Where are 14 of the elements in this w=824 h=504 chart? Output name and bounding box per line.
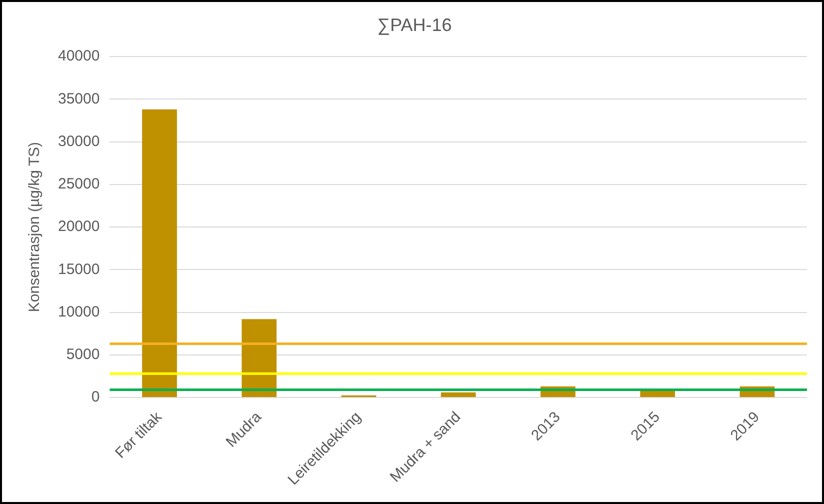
y-tick-label: 35000: [58, 90, 100, 108]
y-tick-label: 5000: [66, 346, 100, 363]
y-tick-label: 25000: [58, 176, 100, 193]
bar: [142, 109, 177, 397]
y-tick-label: 10000: [58, 303, 100, 320]
y-tick-label: 20000: [58, 218, 100, 236]
y-tick-label: 40000: [58, 48, 100, 65]
y-tick-label: 0: [91, 388, 100, 406]
bar: [242, 319, 277, 397]
y-tick-label: 15000: [58, 260, 100, 278]
y-axis-title: Konsentrasjon (µg/kg TS): [26, 142, 44, 312]
bar: [440, 392, 476, 397]
chart-title: ∑PAH-16: [377, 14, 452, 35]
y-tick-label: 30000: [58, 132, 100, 150]
